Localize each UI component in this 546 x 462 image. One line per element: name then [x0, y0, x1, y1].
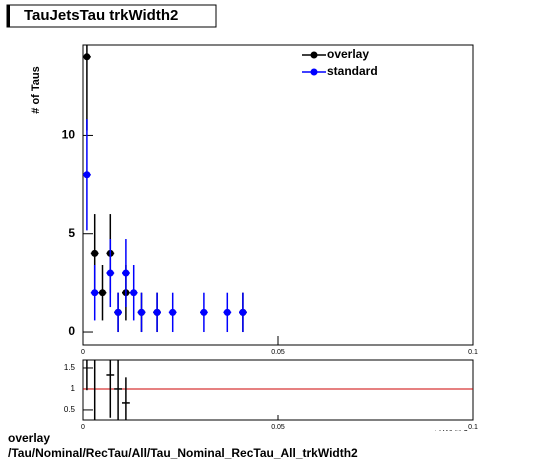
- x-tick-label: 0.1: [468, 424, 478, 431]
- legend-label: standard: [327, 64, 378, 78]
- point: [169, 308, 177, 316]
- point: [99, 289, 106, 297]
- y-tick-label: 0.5: [64, 405, 76, 414]
- footer-text: overlay: [8, 431, 50, 445]
- x-tick-label: 0.1: [468, 349, 478, 356]
- point: [239, 308, 247, 316]
- x-tick-label: 0: [81, 424, 85, 431]
- y-tick-label: 0: [68, 324, 75, 338]
- chart-title: TauJetsTau trkWidth2: [24, 7, 178, 24]
- footer-text: /Tau/Nominal/RecTau/All/Tau_Nominal_RecT…: [8, 446, 358, 460]
- x-tick-label: 0: [81, 349, 85, 356]
- point: [138, 308, 145, 316]
- point: [83, 53, 91, 61]
- point: [83, 171, 91, 179]
- y-tick-label: 1: [71, 384, 76, 393]
- legend-label: overlay: [327, 47, 369, 61]
- point: [122, 269, 130, 277]
- y-tick-label: 5: [68, 226, 75, 240]
- point: [223, 308, 231, 316]
- legend-marker: [310, 68, 318, 76]
- footer-bg: [0, 431, 546, 462]
- ratio-frame: [82, 359, 474, 421]
- x-tick-label: 0.05: [271, 349, 285, 356]
- title-box-edge: [7, 5, 10, 27]
- point: [153, 308, 161, 316]
- point: [114, 308, 122, 316]
- point: [106, 269, 114, 277]
- plot-area: [83, 45, 247, 333]
- plot-area: [83, 360, 473, 420]
- point: [91, 289, 99, 297]
- legend-marker: [310, 51, 318, 59]
- y-tick-label: 10: [62, 128, 76, 142]
- x-tick-label: 0.05: [271, 424, 285, 431]
- point: [200, 308, 208, 316]
- y-tick-label: 1.5: [64, 363, 76, 372]
- y-axis-label: # of Taus: [30, 66, 42, 113]
- point: [91, 249, 99, 257]
- point: [130, 289, 138, 297]
